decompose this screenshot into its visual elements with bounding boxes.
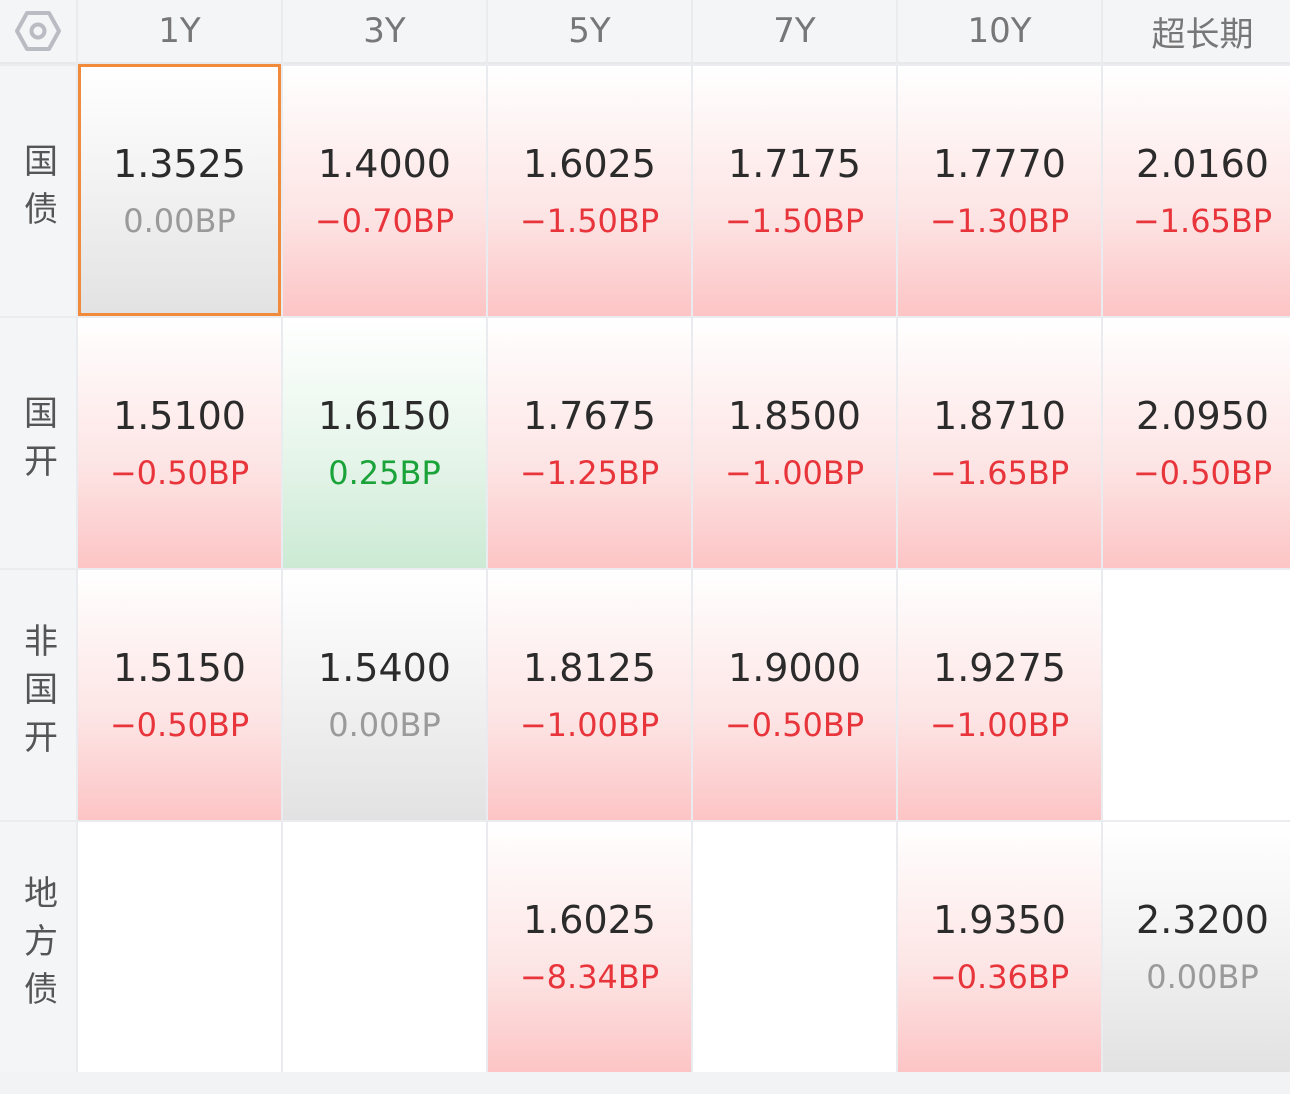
yield-cell-treasury-1y[interactable]: 1.3525 0.00BP (78, 64, 281, 316)
row-label-text: 地方债 (17, 875, 58, 1019)
yield-cell-treasury-5y[interactable]: 1.6025 −1.50BP (488, 64, 691, 316)
change-bp: −1.50BP (724, 202, 865, 240)
yield-value: 1.3525 (113, 142, 246, 186)
change-bp: 0.00BP (123, 202, 236, 240)
yield-value: 1.5150 (113, 646, 246, 690)
column-header-3y: 3Y (283, 0, 486, 64)
yield-cell-non-cdb-1y[interactable]: 1.5150 −0.50BP (78, 568, 281, 820)
yield-cell-cdb-10y[interactable]: 1.8710 −1.65BP (898, 316, 1101, 568)
change-bp: −1.00BP (724, 454, 865, 492)
column-header-1y: 1Y (78, 0, 281, 64)
yield-cell-non-cdb-10y[interactable]: 1.9275 −1.00BP (898, 568, 1101, 820)
yield-value: 1.9350 (933, 898, 1066, 942)
yield-value: 1.5100 (113, 394, 246, 438)
empty-cell (283, 820, 486, 1072)
yield-value: 1.7675 (523, 394, 656, 438)
empty-cell (693, 820, 896, 1072)
change-bp: −1.00BP (929, 706, 1070, 744)
yield-cell-treasury-7y[interactable]: 1.7175 −1.50BP (693, 64, 896, 316)
settings-button[interactable] (0, 0, 76, 64)
yield-value: 1.9000 (728, 646, 861, 690)
yield-cell-cdb-5y[interactable]: 1.7675 −1.25BP (488, 316, 691, 568)
yield-value: 1.7770 (933, 142, 1066, 186)
row-label-treasury: 国债 (0, 64, 76, 316)
yield-value: 1.9275 (933, 646, 1066, 690)
change-bp: −0.50BP (1132, 454, 1273, 492)
change-bp: −1.30BP (929, 202, 1070, 240)
empty-cell (1103, 568, 1290, 820)
yield-value: 1.6150 (318, 394, 451, 438)
row-label-local-gov: 地方债 (0, 820, 76, 1072)
row-label-cdb: 国开 (0, 316, 76, 568)
yield-cell-non-cdb-7y[interactable]: 1.9000 −0.50BP (693, 568, 896, 820)
change-bp: −0.70BP (314, 202, 455, 240)
yield-cell-cdb-3y[interactable]: 1.6150 0.25BP (283, 316, 486, 568)
column-header-7y: 7Y (693, 0, 896, 64)
yield-value: 1.5400 (318, 646, 451, 690)
yield-cell-local-gov-ultra-long[interactable]: 2.3200 0.00BP (1103, 820, 1290, 1072)
yield-value: 1.7175 (728, 142, 861, 186)
row-label-text: 国债 (17, 143, 58, 239)
yield-cell-non-cdb-5y[interactable]: 1.8125 −1.00BP (488, 568, 691, 820)
change-bp: −1.50BP (519, 202, 660, 240)
change-bp: −1.25BP (519, 454, 660, 492)
change-bp: −0.50BP (109, 706, 250, 744)
yield-value: 1.6025 (523, 142, 656, 186)
row-label-text: 非国开 (17, 623, 58, 767)
empty-cell (78, 820, 281, 1072)
change-bp: −0.50BP (109, 454, 250, 492)
column-header-ultra-long: 超长期 (1103, 0, 1290, 64)
yield-cell-local-gov-5y[interactable]: 1.6025 −8.34BP (488, 820, 691, 1072)
row-label-text: 国开 (17, 395, 58, 491)
change-bp: 0.00BP (328, 706, 441, 744)
yield-value: 1.8500 (728, 394, 861, 438)
change-bp: −0.36BP (929, 958, 1070, 996)
yield-value: 2.3200 (1136, 898, 1269, 942)
yield-cell-treasury-3y[interactable]: 1.4000 −0.70BP (283, 64, 486, 316)
yield-value: 1.8125 (523, 646, 656, 690)
yield-cell-cdb-1y[interactable]: 1.5100 −0.50BP (78, 316, 281, 568)
yield-cell-treasury-ultra-long[interactable]: 2.0160 −1.65BP (1103, 64, 1290, 316)
yield-cell-non-cdb-3y[interactable]: 1.5400 0.00BP (283, 568, 486, 820)
row-label-non-cdb: 非国开 (0, 568, 76, 820)
column-header-5y: 5Y (488, 0, 691, 64)
yield-value: 1.4000 (318, 142, 451, 186)
column-header-10y: 10Y (898, 0, 1101, 64)
change-bp: 0.25BP (328, 454, 441, 492)
yield-cell-treasury-10y[interactable]: 1.7770 −1.30BP (898, 64, 1101, 316)
change-bp: −8.34BP (519, 958, 660, 996)
change-bp: −1.00BP (519, 706, 660, 744)
change-bp: 0.00BP (1146, 958, 1259, 996)
bottom-bar (0, 1072, 1290, 1094)
yield-value: 1.6025 (523, 898, 656, 942)
change-bp: −1.65BP (1132, 202, 1273, 240)
yield-value: 2.0950 (1136, 394, 1269, 438)
yield-cell-cdb-ultra-long[interactable]: 2.0950 −0.50BP (1103, 316, 1290, 568)
settings-hexagon-icon (15, 11, 61, 51)
yield-cell-cdb-7y[interactable]: 1.8500 −1.00BP (693, 316, 896, 568)
yield-cell-local-gov-10y[interactable]: 1.9350 −0.36BP (898, 820, 1101, 1072)
change-bp: −1.65BP (929, 454, 1070, 492)
yield-value: 2.0160 (1136, 142, 1269, 186)
change-bp: −0.50BP (724, 706, 865, 744)
yield-grid: 1Y 3Y 5Y 7Y 10Y 超长期国债 1.3525 0.00BP 1.4000 −0.70B… (0, 0, 1290, 1072)
yield-value: 1.8710 (933, 394, 1066, 438)
